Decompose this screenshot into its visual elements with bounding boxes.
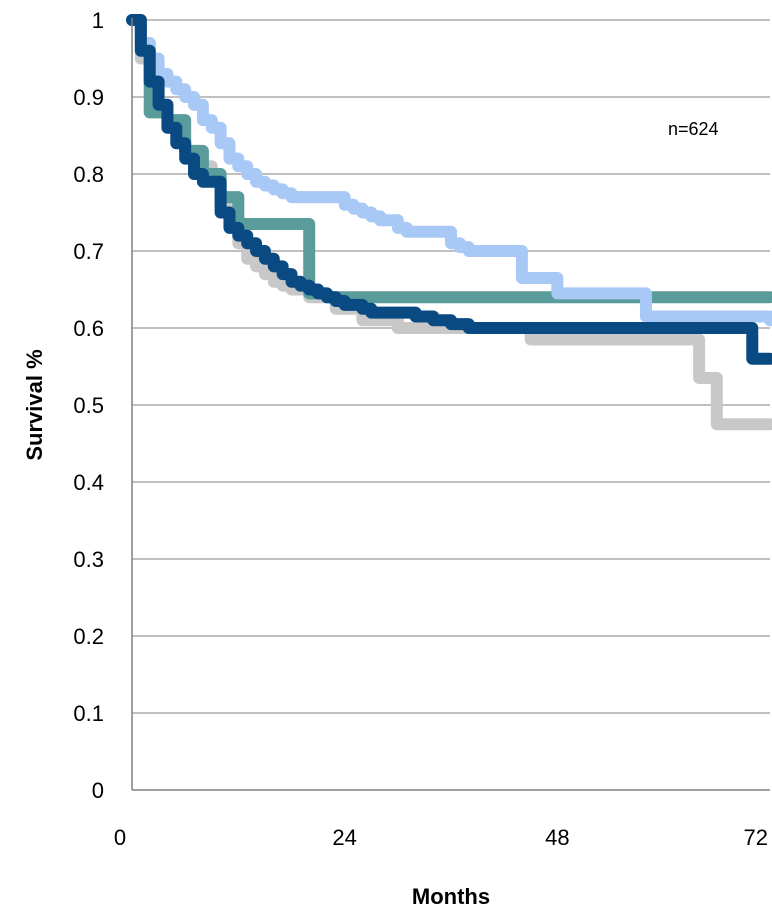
y-tick-label: 0.3 <box>73 547 104 572</box>
series-lines <box>126 14 772 431</box>
x-tick-label: 24 <box>332 825 356 850</box>
x-tick-label: 72 <box>744 825 768 850</box>
y-tick-labels: 0 0.1 0.2 0.3 0.4 0.5 0.6 0.7 0.8 0.9 1 <box>73 8 104 803</box>
y-tick-label: 0.4 <box>73 470 104 495</box>
y-tick-label: 1 <box>92 8 104 33</box>
y-tick-label: 0.2 <box>73 624 104 649</box>
y-tick-label: 0.5 <box>73 393 104 418</box>
x-tick-label: 0 <box>114 825 126 850</box>
y-axis-label: Survival % <box>22 349 47 460</box>
series-line-4 <box>126 14 772 365</box>
x-tick-label: 48 <box>545 825 569 850</box>
y-tick-label: 0.6 <box>73 316 104 341</box>
series-line-3 <box>126 14 772 327</box>
y-tick-label: 0 <box>92 778 104 803</box>
x-axis-label: Months <box>412 884 490 908</box>
x-tick-labels: 0 24 48 72 <box>114 825 768 850</box>
y-tick-label: 0.1 <box>73 701 104 726</box>
axes <box>131 18 770 791</box>
sample-size-annotation: n=624 <box>668 119 719 139</box>
y-tick-label: 0.9 <box>73 85 104 110</box>
y-tick-label: 0.8 <box>73 162 104 187</box>
y-tick-label: 0.7 <box>73 239 104 264</box>
